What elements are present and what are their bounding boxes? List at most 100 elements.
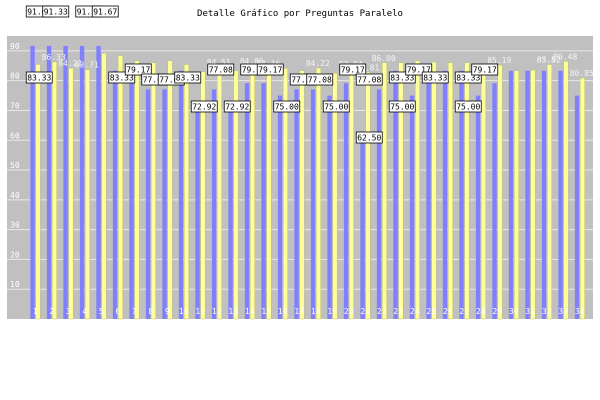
bar-series-1 [46, 45, 52, 320]
y-tick-label: 60 [10, 131, 20, 140]
bar-series-1 [360, 132, 365, 319]
data-label-text: 83.33 [176, 74, 200, 83]
bar-series-2 [481, 65, 486, 320]
x-tick-label: 19 [327, 307, 337, 316]
x-tick-label: 29 [492, 307, 502, 316]
y-tick-label: 40 [10, 191, 20, 200]
data-label-text: 83.33 [390, 74, 414, 83]
bar-series-2 [530, 69, 536, 320]
data-label-series-1: 79.17 [124, 63, 152, 76]
data-label-box [454, 100, 482, 113]
x-tick-label: 23 [393, 307, 403, 316]
bar-series-2 [431, 61, 437, 320]
data-label-box [388, 71, 416, 84]
data-label-box [339, 63, 367, 76]
data-label-box [454, 71, 482, 84]
x-tick-label: 17 [294, 307, 304, 316]
bar-series-1 [508, 70, 514, 319]
bar-series-2 [580, 77, 585, 320]
x-tick-label: 2 [49, 307, 54, 316]
data-label-series-1: 79.17 [339, 63, 367, 76]
x-tick-label: 3 [66, 307, 71, 316]
bar-series-2 [382, 62, 387, 320]
data-label-series-1: 91.33 [42, 5, 70, 18]
data-label-box [223, 100, 251, 113]
data-label-text: 77.08 [143, 76, 167, 85]
bar-series-1 [129, 83, 134, 319]
bar-series-1 [63, 45, 68, 320]
bar-series-2 [35, 64, 41, 320]
bar-series-1 [442, 70, 448, 319]
data-label-series-1: 77.08 [207, 63, 235, 76]
x-tick-label: 25 [426, 307, 436, 316]
y-tick-label: 80 [10, 72, 20, 81]
x-tick-label: 7 [132, 307, 137, 316]
x-tick-label: 34 [575, 307, 585, 316]
bar-series-2 [349, 68, 354, 320]
data-label-series-1: 83.33 [174, 71, 202, 84]
data-label-box [256, 63, 284, 76]
x-tick-label: 9 [165, 307, 170, 316]
data-label-series-1: 72.92 [223, 100, 251, 113]
data-label-box [124, 63, 152, 76]
data-label-box [42, 5, 70, 18]
x-tick-label: 5 [99, 307, 104, 316]
x-tick-label: 6 [115, 307, 120, 316]
data-label-box [306, 73, 334, 86]
bar-series-1 [145, 89, 151, 319]
data-label-series-1: 83.33 [421, 71, 449, 84]
data-label-text: 77.33 [291, 76, 315, 85]
x-tick-label: 1 [33, 307, 38, 316]
data-label-series-2: 83.71 [75, 61, 99, 70]
bar-series-1 [277, 95, 283, 319]
data-label-box [355, 73, 383, 86]
data-label-box [108, 71, 136, 84]
bar-series-1 [376, 89, 382, 319]
data-label-series-1: 79.17 [471, 63, 499, 76]
x-tick-label: 21 [360, 307, 370, 316]
data-label-text: 72.92 [192, 103, 216, 112]
bar-series-2 [167, 60, 173, 320]
data-label-box [207, 63, 235, 76]
bar-series-1 [228, 101, 233, 320]
x-tick-label: 33 [558, 307, 568, 316]
bar-series-1 [294, 89, 299, 319]
bar-series-2 [184, 64, 189, 320]
data-label-text: 79.17 [126, 66, 150, 75]
bar-series-2 [250, 66, 255, 320]
data-label-series-1: 62.50 [355, 131, 383, 144]
data-label-box [190, 100, 218, 113]
bar-series-1 [211, 89, 217, 319]
x-tick-label: 13 [228, 307, 238, 316]
data-label-text: 75.00 [456, 103, 480, 112]
x-tick-label: 8 [148, 307, 153, 316]
x-tick-label: 30 [509, 307, 519, 316]
bar-series-1 [459, 70, 464, 319]
data-label-series-2: 80.85 [570, 69, 594, 78]
data-label-series-1: 75.00 [273, 100, 301, 113]
data-label-text: 79.17 [341, 66, 365, 75]
data-label-box [174, 71, 202, 84]
data-label-series-2: 83.52 [537, 56, 561, 65]
data-label-text: 79.17 [258, 66, 282, 75]
bar-series-2 [134, 60, 140, 320]
x-tick-label: 28 [476, 307, 486, 316]
bar-series-1 [475, 95, 481, 319]
data-label-series-2: 84.86 [240, 57, 264, 66]
data-label-series-1: 75.00 [388, 100, 416, 113]
bar-series-2 [332, 73, 338, 320]
chart-title: Detalle Gráfico por Preguntas Paralelo [197, 9, 403, 19]
x-tick-label: 31 [525, 307, 535, 316]
data-label-text: 77.08 [308, 76, 332, 85]
bar-series-1 [492, 83, 497, 319]
data-label-box [388, 100, 416, 113]
bar-series-1 [574, 95, 580, 319]
bar-series-2 [101, 53, 107, 320]
bar-series-2 [85, 69, 90, 320]
bar-series-1 [112, 70, 118, 319]
data-label-series-1: 72.92 [190, 100, 218, 113]
data-label-series-2: 85.42 [537, 56, 561, 65]
data-label-series-2: 84.21 [58, 59, 82, 68]
x-tick-label: 27 [459, 307, 469, 316]
y-tick-label: 70 [10, 101, 20, 110]
